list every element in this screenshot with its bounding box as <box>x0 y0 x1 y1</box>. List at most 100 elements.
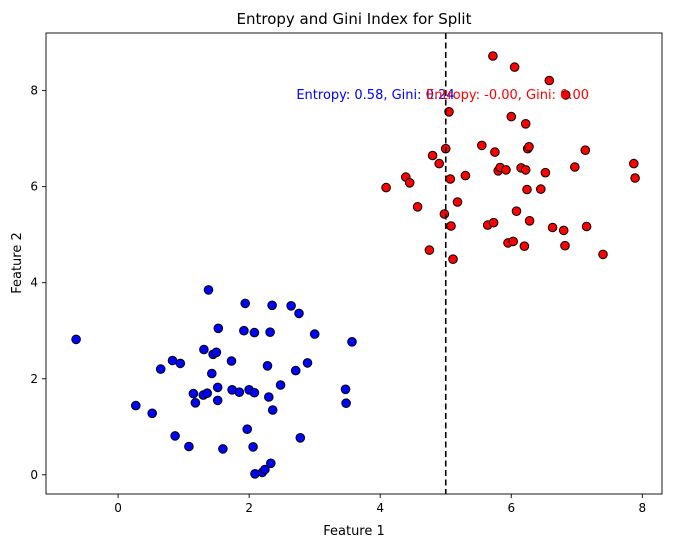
data-point <box>207 368 217 379</box>
data-point <box>501 165 511 175</box>
data-point <box>212 395 223 406</box>
data-point <box>184 441 194 452</box>
data-point <box>540 167 551 178</box>
data-point <box>170 431 180 441</box>
data-point <box>404 178 415 188</box>
data-point <box>203 285 214 295</box>
data-point <box>520 165 531 175</box>
data-point <box>175 358 186 369</box>
data-point <box>212 382 223 393</box>
data-point <box>524 216 535 226</box>
data-point <box>188 388 199 399</box>
x-tick-label: 8 <box>639 501 647 515</box>
data-point <box>522 184 532 195</box>
data-point <box>248 442 258 452</box>
x-tick-label: 6 <box>507 501 515 515</box>
data-point <box>71 334 81 345</box>
data-point <box>226 356 237 366</box>
data-point <box>629 158 639 169</box>
data-point <box>446 221 456 231</box>
data-point <box>508 236 519 247</box>
data-point <box>309 329 320 339</box>
data-point <box>381 182 391 193</box>
data-point <box>511 206 522 216</box>
data-point <box>302 358 313 368</box>
data-point <box>544 75 555 86</box>
data-point <box>218 444 228 454</box>
data-point <box>202 388 212 399</box>
data-point <box>211 347 222 358</box>
data-point <box>131 400 141 411</box>
y-tick-label: 0 <box>30 468 38 482</box>
split-annotation: Entropy: 0.58, Gini: 0.24 <box>296 88 454 103</box>
data-point <box>275 380 286 390</box>
data-point <box>265 327 275 338</box>
ticks-layer: 0 2 4 6 8 0 2 4 6 8 <box>30 84 646 515</box>
data-point <box>439 209 450 219</box>
data-point <box>286 301 296 311</box>
data-point <box>509 62 520 72</box>
data-point <box>460 170 471 181</box>
data-point <box>340 384 351 395</box>
plot-frame <box>45 32 663 495</box>
data-point <box>536 184 546 194</box>
data-point <box>524 142 534 152</box>
y-axis-label: Feature 2 <box>10 232 25 294</box>
data-point <box>598 249 608 260</box>
x-tick-label: 4 <box>376 501 384 515</box>
data-point <box>434 158 445 169</box>
x-tick-label: 0 <box>114 501 122 515</box>
data-point <box>580 145 591 155</box>
data-point <box>295 433 306 443</box>
data-point <box>294 308 304 319</box>
data-point <box>444 107 454 117</box>
data-point <box>427 150 438 161</box>
data-point <box>558 225 569 236</box>
data-point <box>347 337 357 347</box>
data-point <box>477 140 487 151</box>
data-point <box>412 202 423 212</box>
x-axis-label: Feature 1 <box>323 524 385 539</box>
data-point <box>190 398 201 408</box>
x-tick-label: 2 <box>245 501 253 515</box>
data-point <box>240 298 250 309</box>
data-point <box>249 327 260 338</box>
y-tick-label: 6 <box>30 180 38 194</box>
data-point <box>267 405 278 415</box>
data-point <box>290 365 301 376</box>
data-point <box>262 361 273 371</box>
plot-background <box>46 33 662 494</box>
data-point <box>341 398 351 409</box>
y-tick-label: 8 <box>30 84 38 98</box>
data-point <box>213 323 224 334</box>
data-point <box>448 254 458 265</box>
split-annotation: Entropy: -0.00, Gini: 0.00 <box>426 88 589 103</box>
data-point <box>239 325 249 336</box>
y-tick-label: 4 <box>30 276 38 290</box>
data-point <box>490 147 500 157</box>
data-point <box>488 51 498 61</box>
data-point <box>445 174 456 184</box>
data-point <box>560 240 570 251</box>
points-layer <box>71 51 640 479</box>
data-point <box>424 245 435 255</box>
data-point <box>266 458 276 469</box>
data-point <box>155 364 166 374</box>
y-tick-label: 2 <box>30 372 38 386</box>
data-point <box>267 300 277 311</box>
data-point <box>581 221 592 232</box>
data-point <box>452 197 463 207</box>
data-point <box>249 387 260 398</box>
data-point <box>570 162 580 172</box>
data-point <box>547 222 558 233</box>
data-point <box>560 90 571 100</box>
data-point <box>199 344 209 355</box>
data-point <box>234 387 245 398</box>
data-point <box>488 217 499 228</box>
data-point <box>147 408 157 419</box>
data-point <box>264 392 274 402</box>
data-point <box>260 464 270 475</box>
chart-title: Entropy and Gini Index for Split <box>237 10 472 28</box>
